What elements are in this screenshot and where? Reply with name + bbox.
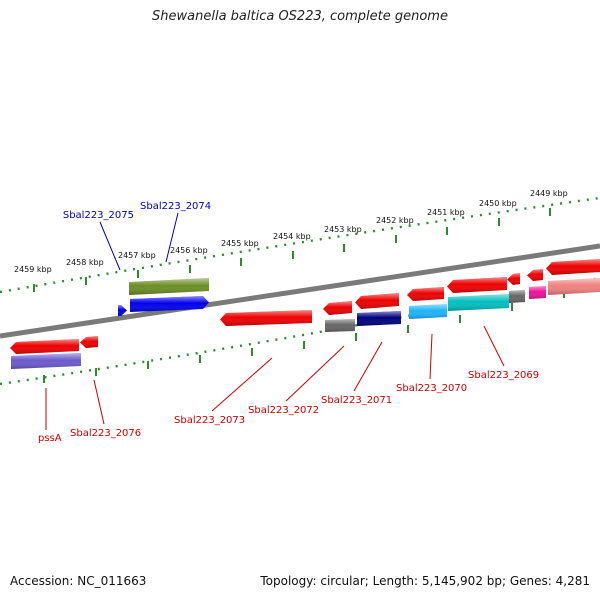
gene-purple-shading — [11, 353, 81, 369]
gene-red-c-shading — [355, 293, 399, 309]
gene-label-leader — [99, 221, 121, 271]
scale-tick-label: 2456 kbp — [170, 246, 208, 255]
gene-blue-small-shading — [118, 305, 127, 316]
accession-text: Accession: NC_011663 — [10, 574, 147, 588]
gene-label: Sbal223_2074 — [140, 201, 211, 212]
gene-label-leader — [211, 357, 273, 412]
gene-magenta-shading — [529, 286, 546, 299]
scale-tick-label: 2453 kbp — [324, 225, 362, 234]
gene-label-leader — [429, 333, 433, 380]
gene-gray-a-shading — [325, 319, 355, 332]
gene-red-a-shading — [220, 310, 312, 326]
gene-red-e-shading — [447, 277, 507, 293]
gene-label-leader — [165, 212, 179, 263]
gene-red-h-shading — [546, 259, 600, 275]
gene-red-j-shading — [80, 336, 98, 348]
gene-cyan-b-shading — [448, 294, 509, 311]
gene-red-g-shading — [527, 269, 543, 281]
gene-label-leader — [353, 341, 383, 392]
gene-label: Sbal223_2076 — [70, 428, 141, 439]
gene-pink-shading — [548, 278, 600, 295]
genome-summary-text: Topology: circular; Length: 5,145,902 bp… — [260, 574, 590, 588]
gene-cyan-a-shading — [409, 304, 447, 319]
gene-label: Sbal223_2069 — [468, 370, 539, 381]
gene-red-d-shading — [407, 287, 444, 301]
scale-tick-label: 2457 kbp — [118, 251, 156, 260]
gene-navy-shading — [357, 311, 401, 326]
gene-label-leader — [93, 379, 105, 425]
scale-tick-label: 2451 kbp — [427, 208, 465, 217]
scale-tick-label: 2452 kbp — [376, 216, 414, 225]
outer-scale-track — [0, 196, 600, 294]
gene-blue-large-shading — [130, 296, 209, 312]
gene-label: Sbal223_2075 — [63, 210, 134, 221]
gene-label: Sbal223_2072 — [248, 405, 319, 416]
gene-label: Sbal223_2073 — [174, 415, 245, 426]
gene-red-f-shading — [507, 273, 520, 285]
gene-label: Sbal223_2071 — [321, 395, 392, 406]
gene-label-leader — [285, 345, 345, 402]
scale-tick-label: 2459 kbp — [14, 265, 52, 274]
map-title: Shewanella baltica OS223, complete genom… — [152, 9, 448, 24]
gene-olive-shading — [129, 278, 209, 295]
gene-gray-b-shading — [509, 290, 525, 303]
gene-label-leader — [483, 325, 505, 367]
scale-tick-label: 2455 kbp — [221, 239, 259, 248]
gene-red-b-shading — [323, 301, 352, 315]
scale-tick-label: 2458 kbp — [66, 258, 104, 267]
scale-tick-label: 2450 kbp — [479, 199, 517, 208]
scale-tick-label: 2454 kbp — [273, 232, 311, 241]
scale-tick-label: 2449 kbp — [530, 189, 568, 198]
gene-label: pssA — [38, 433, 62, 444]
genome-backbone — [0, 243, 600, 339]
gene-label: Sbal223_2070 — [396, 383, 467, 394]
gene-red-i-shading — [10, 339, 79, 354]
